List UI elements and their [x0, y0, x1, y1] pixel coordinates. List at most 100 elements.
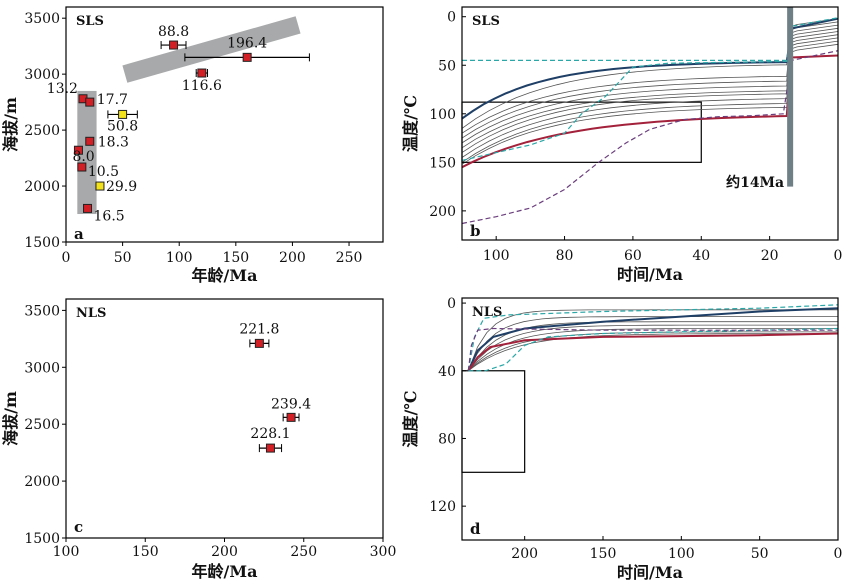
x-tick-label: 0 [62, 250, 71, 266]
plot-frame [65, 298, 384, 539]
data-label: 221.8 [239, 321, 279, 337]
x-tick-label: 300 [370, 544, 397, 560]
tT-path [461, 21, 839, 134]
age-band-oblique [122, 16, 301, 83]
y-tick-label: 2500 [24, 417, 60, 433]
x-axis-label: 时间/Ma [617, 563, 683, 582]
y-tick-label: 3000 [24, 67, 60, 83]
x-tick-label: 100 [483, 248, 510, 264]
panel-c-elevation-age: 221.8 239.4 228.1 100 150 200 250 300 1500 2000 25… [1, 298, 397, 581]
region-label: NLS [472, 305, 502, 320]
x-tick-label: 200 [511, 546, 538, 562]
x-axis-label: 年龄/Ma [192, 266, 258, 285]
x-axis-label: 时间/Ma [617, 265, 683, 284]
panel-tag: a [74, 225, 84, 243]
age-band-vertical [77, 90, 97, 215]
y-tick-label: 3500 [24, 11, 60, 27]
y-tick-label: 0 [447, 296, 456, 312]
data-label: 10.5 [88, 164, 119, 180]
panel-tag: d [470, 520, 481, 538]
region-label: NLS [76, 306, 106, 321]
tT-path [467, 324, 838, 372]
x-tick-label: 40 [692, 248, 710, 264]
x-tick-label: 150 [222, 250, 249, 266]
data-point [95, 181, 105, 191]
plot-frame [65, 6, 384, 243]
x-tick-label: 50 [751, 546, 769, 562]
x-tick-label: 150 [132, 544, 159, 560]
y-tick-label: 2000 [24, 179, 60, 195]
panel-tag: b [470, 222, 481, 240]
data-point [265, 443, 275, 453]
tT-path [461, 40, 839, 163]
x-tick-label: 20 [761, 248, 779, 264]
data-point [85, 97, 95, 107]
y-tick-label: 50 [438, 58, 456, 74]
y-tick-label: 80 [438, 431, 456, 447]
x-tick-label: 50 [114, 250, 132, 266]
x-tick-label: 60 [624, 248, 642, 264]
y-axis-label: 海拔/m [1, 97, 20, 152]
data-point [83, 203, 93, 213]
data-point [85, 136, 95, 146]
data-point [77, 162, 87, 172]
x-axis-label: 年龄/Ma [192, 562, 258, 581]
tT-path [461, 31, 839, 149]
y-tick-label: 1500 [24, 531, 60, 547]
purple-dashed-path [467, 327, 838, 371]
x-tick-label: 80 [556, 248, 574, 264]
data-label: 16.5 [94, 208, 125, 224]
data-label: 196.4 [227, 35, 267, 51]
panel-tag: c [74, 518, 83, 536]
x-tick-label: 100 [53, 544, 80, 560]
x-tick-label: 0 [834, 248, 843, 264]
x-tick-label: 0 [834, 546, 843, 562]
data-label: 239.4 [271, 396, 311, 412]
y-axis-label: 温度/℃ [401, 390, 420, 448]
plot-frame [461, 297, 839, 541]
data-point [254, 338, 264, 348]
data-label: 13.2 [47, 81, 78, 97]
tT-path [467, 316, 838, 371]
y-tick-label: 40 [438, 364, 456, 380]
constraint-box [461, 370, 526, 473]
y-tick-label: 120 [429, 499, 456, 515]
y-tick-label: 1500 [24, 235, 60, 251]
data-point [242, 52, 252, 62]
teal-dashed-path [461, 17, 839, 161]
data-point [197, 68, 207, 78]
tT-path [461, 43, 839, 165]
y-axis-label: 温度/℃ [401, 95, 420, 153]
data-label: 228.1 [250, 426, 290, 442]
data-label: 50.8 [107, 118, 138, 134]
annotation-label: 约14Ma [726, 174, 784, 191]
region-label: SLS [76, 14, 104, 29]
tT-path [461, 24, 839, 139]
best-fit-path [467, 307, 839, 372]
x-tick-label: 150 [590, 546, 617, 562]
data-label: 88.8 [158, 24, 189, 40]
tT-path [461, 18, 839, 129]
data-point [169, 40, 179, 50]
data-label: 18.3 [98, 134, 129, 150]
x-tick-label: 250 [290, 544, 317, 560]
region-label: SLS [472, 14, 500, 29]
max-path [461, 54, 839, 169]
x-tick-label: 100 [166, 250, 193, 266]
y-tick-label: 3000 [24, 360, 60, 376]
x-tick-label: 250 [336, 250, 363, 266]
data-point [118, 109, 128, 119]
y-axis-label: 海拔/m [1, 391, 20, 446]
y-tick-label: 0 [447, 10, 456, 26]
time-marker-bar [787, 7, 794, 187]
panel-d-thermal-history: 200 150 100 50 0 0 40 80 120 时间/Ma 温度/℃ NLS d [401, 296, 842, 582]
tT-path [461, 37, 839, 158]
y-tick-label: 2500 [24, 123, 60, 139]
y-tick-label: 2000 [24, 474, 60, 490]
max-path [467, 332, 839, 372]
data-label: 8.0 [72, 149, 94, 165]
x-tick-label: 100 [668, 546, 695, 562]
y-tick-label: 150 [429, 155, 456, 171]
